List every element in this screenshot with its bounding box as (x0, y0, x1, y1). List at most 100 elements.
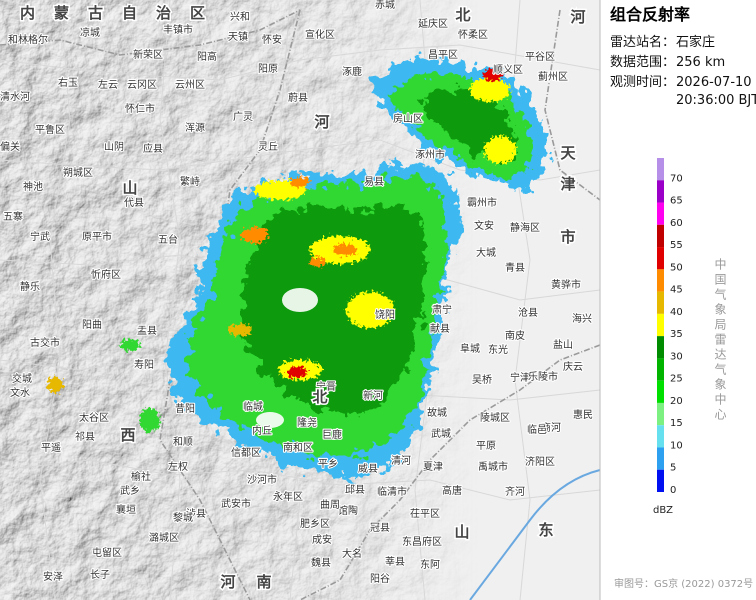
place-label: 潞城区 (149, 531, 179, 544)
place-label: 故城 (427, 406, 447, 419)
province-borders (0, 9, 601, 600)
place-label: 五台 (158, 233, 178, 246)
place-label: 静海区 (510, 221, 540, 234)
place-label: 茌平区 (410, 508, 440, 520)
place-label: 平遥 (41, 441, 61, 454)
place-label: 馆陶 (338, 504, 358, 517)
place-label: 榆社 (131, 470, 151, 483)
place-label: 临邑 (527, 423, 547, 436)
place-label: 武安市 (221, 497, 251, 510)
place-label: 交城 (12, 372, 32, 385)
place-label: 左权 (168, 460, 188, 473)
place-label: 赤城 (375, 0, 395, 11)
legend-value: 20 (670, 396, 683, 407)
place-label: 和顺 (173, 436, 193, 448)
region-label: 山 (454, 523, 469, 541)
legend-swatch (657, 158, 664, 181)
place-label: 太谷区 (79, 411, 109, 424)
place-label: 怀柔区 (458, 29, 488, 41)
place-label: 宁武 (30, 230, 50, 243)
place-label: 盂县 (137, 325, 157, 337)
place-label: 易县 (364, 176, 384, 188)
region-label: 市 (560, 228, 575, 246)
place-label: 灵丘 (258, 141, 278, 153)
place-label: 古交市 (30, 336, 60, 349)
place-label: 济阳区 (525, 455, 555, 468)
region-label: 河 (314, 113, 329, 131)
place-label: 黄骅市 (551, 278, 581, 291)
place-label: 莘县 (385, 555, 405, 568)
place-label: 左云 (98, 78, 118, 91)
place-label: 南和区 (283, 441, 313, 454)
place-label: 五寨 (3, 210, 23, 223)
place-label: 饶阳 (375, 308, 395, 321)
region-label: 河 (220, 573, 235, 591)
obs-time: 20:36:00 BJT (676, 93, 756, 108)
place-label: 安泽 (43, 570, 63, 583)
place-label: 涉县 (186, 507, 206, 520)
place-label: 平原 (476, 440, 496, 452)
place-label: 信都区 (231, 447, 261, 459)
legend-value: 15 (670, 418, 683, 429)
legend-swatch (657, 447, 664, 470)
place-label: 文安 (474, 219, 494, 232)
radar-cores (47, 69, 516, 432)
legend-swatch (657, 224, 664, 248)
place-label: 海兴 (572, 312, 592, 325)
place-label: 惠民 (573, 408, 593, 421)
place-label: 大城 (476, 246, 496, 259)
legend-value: 30 (670, 351, 683, 362)
place-label: 曲周 (320, 499, 340, 511)
place-label: 云冈区 (127, 79, 157, 91)
region-label: 南 (256, 573, 271, 591)
region-label: 河 (570, 8, 585, 26)
place-label: 临清市 (377, 485, 407, 498)
time-label: 观测时间： (610, 75, 675, 90)
place-label: 文水 (10, 386, 30, 399)
place-label: 阳原 (258, 63, 278, 75)
legend-swatch (657, 202, 664, 225)
place-label: 寿阳 (134, 358, 154, 371)
place-label: 神池 (23, 180, 43, 193)
place-label: 青县 (505, 261, 525, 274)
place-label: 肃宁 (432, 303, 452, 316)
region-label: 北 (312, 388, 327, 406)
place-label: 云州区 (175, 79, 205, 91)
place-label: 黎城 (173, 511, 193, 524)
place-label: 乐陵市 (528, 370, 558, 383)
place-label: 大名 (342, 547, 362, 560)
place-label: 广灵 (233, 111, 253, 123)
place-label: 临城 (243, 400, 263, 413)
legend-value: 10 (670, 440, 683, 451)
place-label: 献县 (430, 322, 450, 335)
place-label: 高唐 (442, 484, 462, 497)
place-label: 吴桥 (472, 374, 492, 386)
place-label: 庆云 (563, 360, 583, 373)
place-label: 肥乡区 (300, 518, 330, 530)
place-label: 阳高 (197, 50, 217, 63)
place-label: 东光 (488, 343, 508, 356)
place-label: 右玉 (58, 76, 78, 89)
place-label: 魏县 (311, 556, 331, 569)
place-label: 阳曲 (82, 319, 102, 331)
place-label: 屯留区 (92, 546, 122, 559)
place-label: 霸州市 (467, 196, 497, 209)
place-label: 武乡 (120, 484, 140, 497)
legend-swatch (657, 469, 664, 492)
place-label: 昌平区 (428, 49, 458, 61)
place-label: 威县 (358, 462, 378, 475)
region-label: 山 (122, 179, 137, 197)
place-label: 东昌府区 (402, 535, 442, 548)
place-label: 长子 (90, 569, 110, 581)
place-label: 天镇 (228, 30, 248, 43)
legend-swatch (657, 336, 664, 359)
place-label: 房山区 (393, 112, 423, 125)
legend-swatch (657, 358, 664, 381)
legend-swatch (657, 247, 664, 270)
place-label: 应县 (143, 142, 163, 155)
legend-value: 45 (670, 285, 683, 296)
place-label: 怀仁市 (125, 102, 155, 115)
